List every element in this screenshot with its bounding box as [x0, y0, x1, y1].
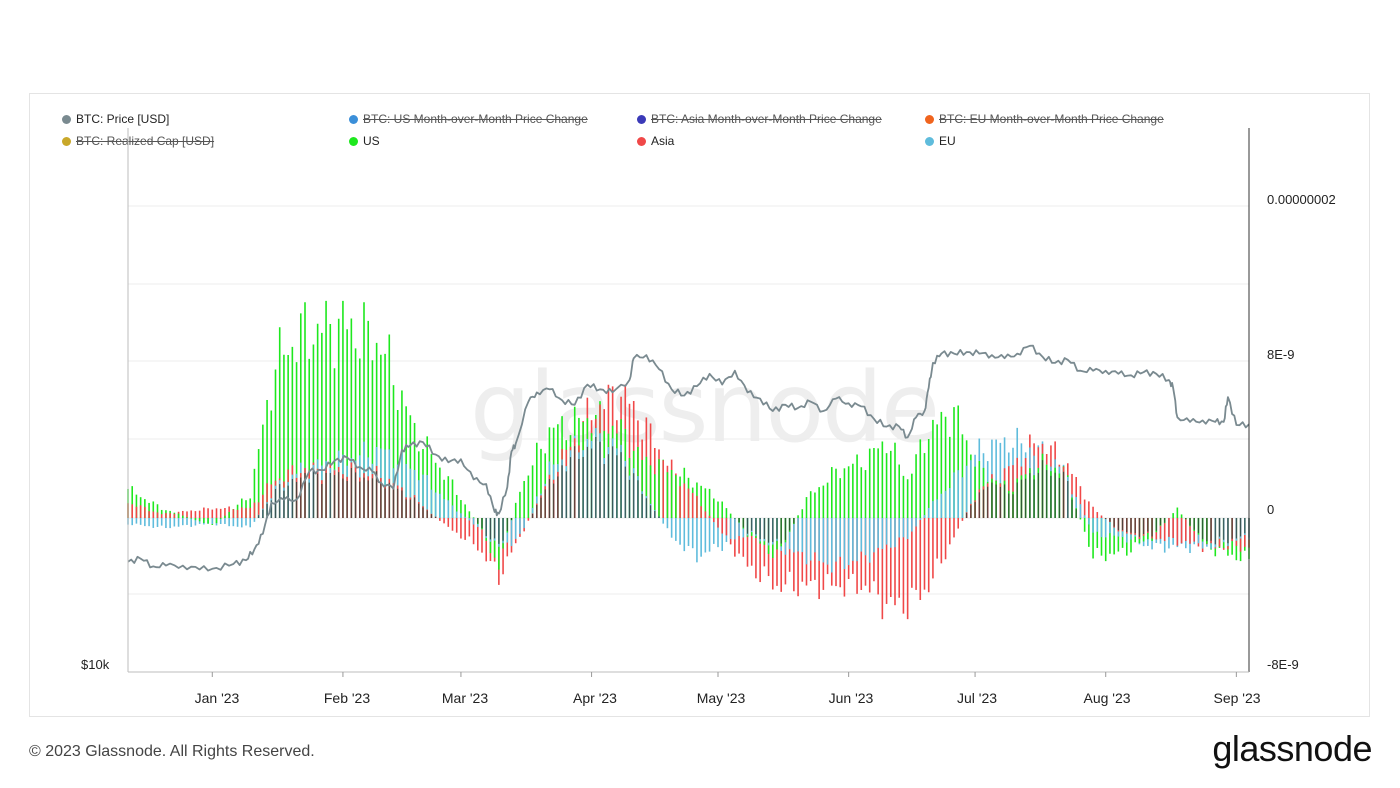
legend-eu-mom-dot: [925, 114, 934, 124]
glassnode-logo: glassnode: [1212, 728, 1372, 769]
x-tick-jul: Jul '23: [956, 690, 998, 706]
price-line-group: [127, 344, 1250, 572]
legend-eu-mom[interactable]: BTC: EU Month-over-Month Price Change: [925, 112, 1164, 126]
legend-eu-label: EU: [939, 134, 956, 148]
legend-eu-mom-label: BTC: EU Month-over-Month Price Change: [939, 112, 1164, 126]
x-tick-jan: Jan '23: [194, 690, 240, 706]
y-right-tick-1: 8E-9: [1267, 347, 1295, 362]
y-right-tick-3: -8E-9: [1267, 657, 1299, 672]
copyright-footer: © 2023 Glassnode. All Rights Reserved.: [29, 743, 315, 760]
y-left-tick-0: $10k: [81, 657, 110, 672]
legend-eu-dot: [925, 136, 934, 146]
y-right-tick-0: 0.00000002: [1267, 192, 1336, 207]
legend-us-mom[interactable]: BTC: US Month-over-Month Price Change: [349, 112, 588, 126]
legend-realized-cap-label: BTC: Realized Cap [USD]: [76, 134, 215, 148]
x-tick-apr: Apr '23: [573, 690, 617, 706]
legend-asia-mom-label: BTC: Asia Month-over-Month Price Change: [651, 112, 882, 126]
x-tick-mar: Mar '23: [441, 690, 489, 706]
bars: [127, 300, 1250, 620]
x-tick-jun: Jun '23: [828, 690, 874, 706]
axes: [127, 128, 1250, 677]
legend-realized-cap[interactable]: BTC: Realized Cap [USD]: [62, 134, 214, 148]
legend-price-label: BTC: Price [USD]: [76, 112, 170, 126]
x-tick-may: May '23: [696, 690, 746, 706]
price-line: [127, 344, 1250, 572]
x-tick-sep: Sep '23: [1213, 690, 1261, 706]
legend-asia[interactable]: Asia: [637, 134, 674, 148]
legend-us[interactable]: US: [349, 134, 380, 148]
legend-us-dot: [349, 136, 358, 146]
legend-asia-label: Asia: [651, 134, 675, 148]
legend-asia-mom[interactable]: BTC: Asia Month-over-Month Price Change: [637, 112, 882, 126]
chart-frame: [29, 93, 1370, 717]
legend-price-dot: [62, 114, 71, 124]
watermark: glassnode: [470, 352, 940, 464]
legend-us-mom-label: BTC: US Month-over-Month Price Change: [363, 112, 588, 126]
legend-eu[interactable]: EU: [925, 134, 956, 148]
x-tick-feb: Feb '23: [323, 690, 371, 706]
legend-asia-mom-dot: [637, 114, 646, 124]
x-tick-aug: Aug '23: [1083, 690, 1131, 706]
legend-realized-cap-dot: [62, 136, 71, 146]
legend-us-mom-dot: [349, 114, 358, 124]
legend-price[interactable]: BTC: Price [USD]: [62, 112, 169, 126]
y-right-tick-2: 0: [1267, 502, 1275, 517]
legend-us-label: US: [363, 134, 380, 148]
legend-asia-dot: [637, 136, 646, 146]
